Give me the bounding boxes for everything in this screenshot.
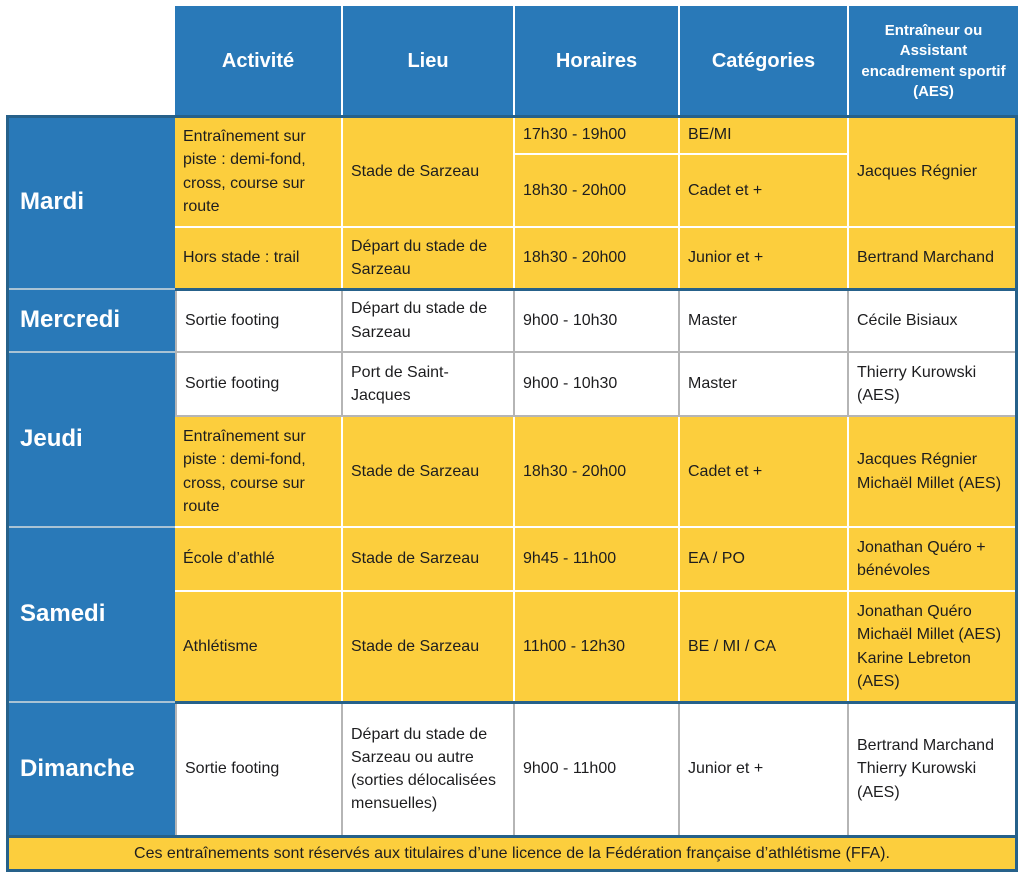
- cell-jeudi-track-coach: Jacques Régnier Michaël Millet (AES): [849, 417, 1018, 528]
- column-header-categories: Catégories: [680, 6, 849, 117]
- header-corner: [6, 6, 175, 117]
- cell-mardi-slot2-hours: 18h30 - 20h00: [515, 155, 680, 228]
- cell-mardi-track-activity: Entraînement sur piste : demi-fond, cros…: [175, 117, 343, 228]
- cell-mercredi-location: Départ du stade de Sarzeau: [343, 290, 515, 353]
- cell-jeudi-track-location: Stade de Sarzeau: [343, 417, 515, 528]
- cell-mercredi-coach: Cécile Bisiaux: [849, 290, 1018, 353]
- cell-mercredi-categories: Master: [680, 290, 849, 353]
- cell-mardi-track-location: Stade de Sarzeau: [343, 117, 515, 228]
- cell-samedi-athletisme-activity: Athlétisme: [175, 592, 343, 703]
- column-header-location: Lieu: [343, 6, 515, 117]
- separator-samedi-dimanche: [175, 701, 1018, 704]
- day-cell-samedi: Samedi: [6, 528, 175, 703]
- day-cell-dimanche: Dimanche: [6, 703, 175, 835]
- cell-jeudi-track-hours: 18h30 - 20h00: [515, 417, 680, 528]
- cell-samedi-ecole-hours: 9h45 - 11h00: [515, 528, 680, 592]
- table-frame-left-line: [6, 115, 9, 835]
- day-cell-jeudi: Jeudi: [6, 353, 175, 528]
- cell-jeudi-footing-categories: Master: [680, 353, 849, 417]
- cell-dimanche-categories: Junior et +: [680, 703, 849, 835]
- schedule-table: Activité Lieu Horaires Catégories Entraî…: [6, 6, 1018, 872]
- cell-dimanche-coach: Bertrand Marchand Thierry Kurowski (AES): [849, 703, 1018, 835]
- cell-mardi-trail-coach: Bertrand Marchand: [849, 228, 1018, 290]
- cell-samedi-athletisme-location: Stade de Sarzeau: [343, 592, 515, 703]
- cell-dimanche-activity: Sortie footing: [175, 703, 343, 835]
- cell-mardi-slot2-categories: Cadet et +: [680, 155, 849, 228]
- separator-mardi-mercredi: [175, 288, 1018, 291]
- cell-mercredi-hours: 9h00 - 10h30: [515, 290, 680, 353]
- footer-notice: Ces entraînements sont réservés aux titu…: [6, 835, 1018, 872]
- cell-jeudi-footing-coach: Thierry Kurowski (AES): [849, 353, 1018, 417]
- cell-mardi-slot1-categories: BE/MI: [680, 117, 849, 155]
- cell-dimanche-hours: 9h00 - 11h00: [515, 703, 680, 835]
- column-header-activity: Activité: [175, 6, 343, 117]
- cell-samedi-athletisme-categories: BE / MI / CA: [680, 592, 849, 703]
- cell-jeudi-track-categories: Cadet et +: [680, 417, 849, 528]
- cell-mardi-trail-activity: Hors stade : trail: [175, 228, 343, 290]
- column-header-hours: Horaires: [515, 6, 680, 117]
- cell-mardi-trail-categories: Junior et +: [680, 228, 849, 290]
- cell-jeudi-footing-location: Port de Saint-Jacques: [343, 353, 515, 417]
- table-frame-top-line: [6, 115, 1018, 118]
- cell-dimanche-location: Départ du stade de Sarzeau ou autre (sor…: [343, 703, 515, 835]
- cell-jeudi-track-activity: Entraînement sur piste : demi-fond, cros…: [175, 417, 343, 528]
- column-header-coach: Entraîneur ou Assistant encadrement spor…: [849, 6, 1018, 117]
- cell-samedi-athletisme-hours: 11h00 - 12h30: [515, 592, 680, 703]
- cell-mardi-trail-hours: 18h30 - 20h00: [515, 228, 680, 290]
- cell-samedi-ecole-activity: École d’athlé: [175, 528, 343, 592]
- day-cell-mercredi: Mercredi: [6, 290, 175, 353]
- cell-mardi-slot1-hours: 17h30 - 19h00: [515, 117, 680, 155]
- cell-jeudi-footing-hours: 9h00 - 10h30: [515, 353, 680, 417]
- cell-mercredi-activity: Sortie footing: [175, 290, 343, 353]
- cell-samedi-ecole-categories: EA / PO: [680, 528, 849, 592]
- cell-mardi-trail-location: Départ du stade de Sarzeau: [343, 228, 515, 290]
- day-cell-mardi: Mardi: [6, 117, 175, 290]
- cell-jeudi-footing-activity: Sortie footing: [175, 353, 343, 417]
- table-frame-right-line: [1015, 115, 1018, 835]
- cell-samedi-ecole-coach: Jonathan Quéro + bénévoles: [849, 528, 1018, 592]
- cell-mardi-track-coach: Jacques Régnier: [849, 117, 1018, 228]
- cell-samedi-ecole-location: Stade de Sarzeau: [343, 528, 515, 592]
- cell-samedi-athletisme-coach: Jonathan Quéro Michaël Millet (AES) Kari…: [849, 592, 1018, 703]
